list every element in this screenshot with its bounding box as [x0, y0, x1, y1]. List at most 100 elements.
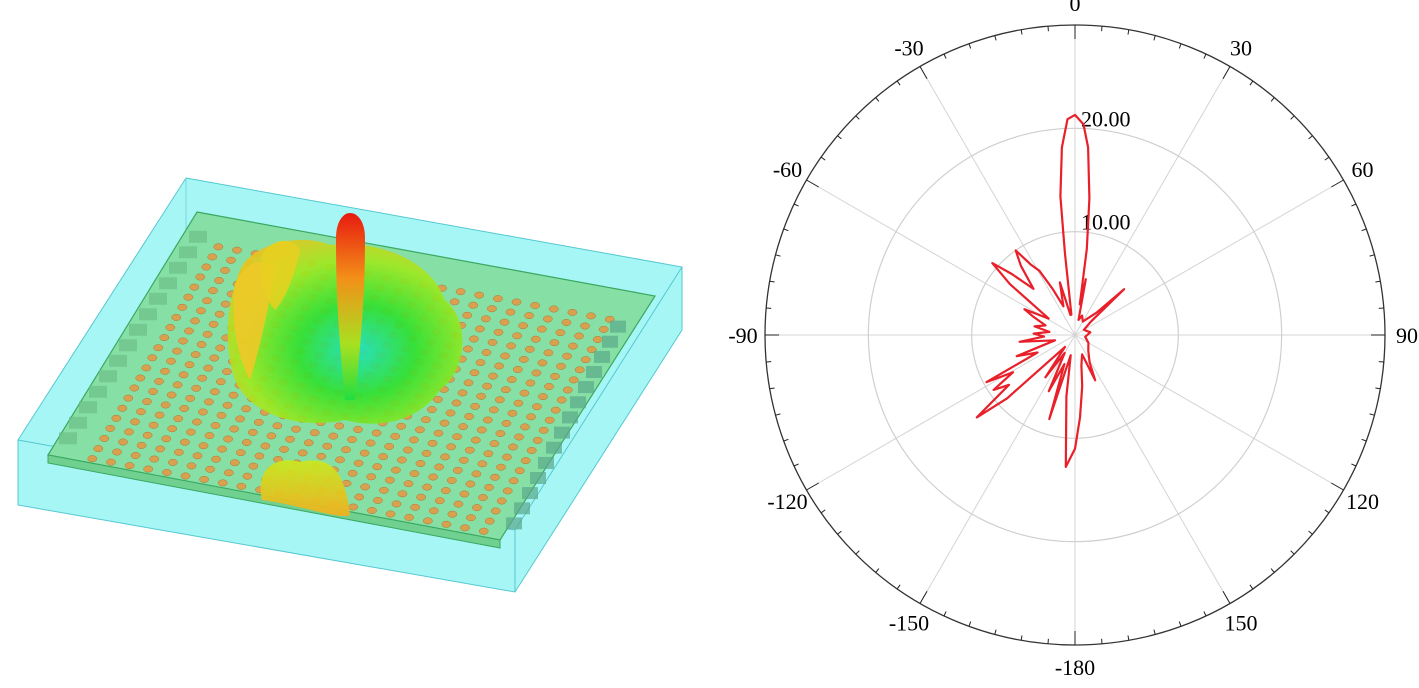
patch-element [482, 416, 493, 424]
angle-tick [820, 509, 826, 514]
angle-tick [793, 463, 799, 467]
angle-tick-label: 150 [1225, 611, 1258, 636]
patch-element [396, 422, 407, 430]
patch-element [366, 473, 377, 481]
patch-element [220, 266, 230, 274]
angle-tick [1331, 179, 1344, 188]
angle-tick [1369, 413, 1375, 416]
edge-connector [129, 323, 147, 336]
patch-element [518, 355, 529, 363]
patch-element [347, 469, 358, 477]
angle-tick [1351, 203, 1357, 207]
patch-element [490, 507, 501, 515]
angle-ticks [765, 25, 1385, 645]
patch-element [458, 423, 468, 431]
edge-connector [570, 396, 586, 409]
angle-tick [875, 568, 880, 573]
patch-element [409, 470, 420, 478]
patch-element [490, 473, 500, 481]
patch-element [494, 362, 504, 370]
patch-element [354, 493, 365, 501]
patch-element [322, 442, 333, 450]
patch-element [428, 473, 438, 481]
patch-element [178, 337, 188, 345]
patch-element [487, 338, 498, 346]
patch-element [180, 438, 190, 446]
radial-ring [971, 231, 1179, 439]
edge-connector [578, 381, 594, 394]
patch-element [580, 356, 591, 364]
angle-tick [1153, 629, 1156, 635]
patch-element [148, 388, 158, 395]
patch-element [586, 312, 596, 320]
angle-tick [775, 254, 781, 257]
patch-element [427, 406, 437, 414]
patch-element [465, 480, 476, 488]
pattern-series-line [975, 113, 1126, 468]
3d-radiation-pattern-view [17, 177, 683, 593]
patch-element [347, 436, 357, 444]
patch-element [189, 283, 200, 291]
angle-tick-label: 30 [1230, 36, 1252, 61]
patch-element [334, 422, 345, 430]
angle-tick [837, 135, 842, 140]
patch-element [410, 503, 420, 511]
patch-element [106, 458, 116, 466]
edge-connector [169, 261, 187, 274]
patch-element [365, 439, 376, 447]
patch-element [279, 445, 289, 453]
spoke-line [806, 334, 1076, 491]
patch-element [439, 419, 450, 427]
angle-tick [1290, 550, 1295, 555]
patch-element [222, 401, 233, 409]
patch-element [226, 256, 236, 264]
patch-element [404, 513, 414, 521]
angle-tick [943, 53, 947, 59]
patch-element [190, 317, 200, 325]
patch-element [488, 372, 498, 380]
patch-element [210, 388, 220, 396]
patch-element [204, 398, 214, 406]
angle-tick [1375, 280, 1381, 283]
patch-element [118, 438, 128, 446]
patch-element [482, 382, 492, 390]
patch-element [220, 300, 231, 308]
patch-element [568, 376, 579, 384]
patch-element [538, 426, 549, 434]
angle-tick [1351, 463, 1357, 467]
patch-element [180, 472, 191, 480]
angle-tick [1203, 53, 1207, 59]
patch-element [483, 450, 494, 458]
patch-element [481, 349, 492, 356]
patch-element [341, 446, 351, 454]
patch-element [441, 520, 452, 528]
patch-element [111, 414, 122, 422]
patch-element [359, 449, 370, 457]
patch-element [141, 364, 152, 372]
patch-element [452, 433, 462, 441]
edge-connector [179, 246, 197, 259]
patch-element [198, 442, 209, 450]
angle-tick [1127, 29, 1130, 35]
patch-element [494, 396, 505, 404]
patch-element [179, 405, 190, 412]
patch-element [241, 405, 251, 413]
patch-element [526, 413, 536, 421]
patch-element [155, 445, 166, 453]
angle-tick [968, 43, 972, 49]
edge-connector [514, 502, 530, 515]
patch-element [453, 500, 464, 508]
patch-element [367, 507, 377, 514]
patch-element [468, 301, 479, 309]
edge-connector [149, 292, 167, 305]
angle-tick [875, 97, 880, 102]
patch-element [434, 497, 445, 505]
patch-element [422, 483, 432, 491]
patch-element [191, 384, 202, 392]
edge-connector [530, 472, 546, 484]
patch-element [161, 435, 172, 443]
angle-tick [769, 387, 775, 390]
patch-element [474, 291, 485, 299]
angle-tick [1331, 482, 1344, 491]
patch-element [87, 455, 98, 463]
